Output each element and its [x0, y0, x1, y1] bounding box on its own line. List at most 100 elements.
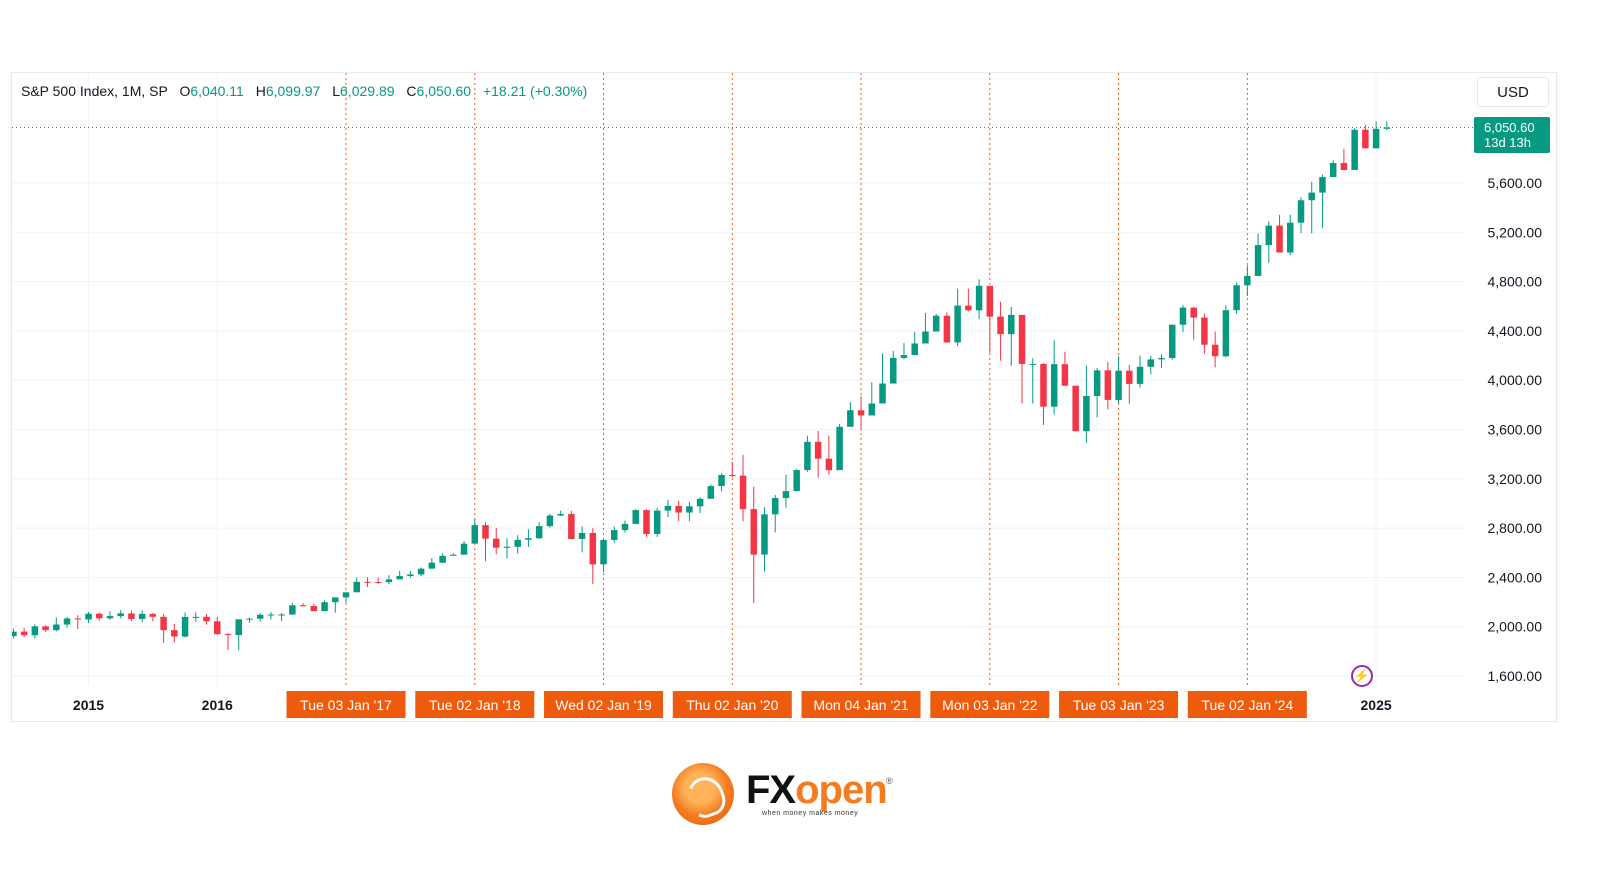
candle-up [353, 581, 360, 593]
candle-up [278, 614, 285, 616]
candle-up [503, 546, 511, 548]
open-value: 6,040.11 [190, 83, 244, 99]
candle-down [492, 538, 500, 548]
candle-up [525, 538, 532, 540]
candle-up [1372, 128, 1380, 149]
candle-up [535, 526, 543, 539]
candle-down [224, 634, 232, 636]
bull-logo-icon [672, 763, 734, 825]
candle-up [1115, 370, 1122, 400]
candle-up [707, 486, 715, 499]
candlestick-chart[interactable]: 1,600.00 2,000.00 2,400.00 2,800.00 3,200.00… [12, 73, 1558, 723]
candle-up [932, 315, 940, 332]
x-tick-label: Wed 02 Jan '19 [555, 697, 652, 713]
bar-countdown: 13d 13h [1484, 135, 1531, 150]
candle-down [965, 305, 972, 311]
date-marker-badge [672, 691, 792, 718]
candle-down [149, 613, 157, 617]
candle-up [407, 574, 414, 577]
date-marker-badge [286, 691, 406, 718]
candle-down [482, 525, 489, 539]
candle-up [342, 592, 350, 598]
close-label: C [406, 83, 417, 99]
candle-up [653, 510, 661, 535]
candle-up [761, 514, 768, 555]
candle-up [106, 616, 114, 619]
currency-button[interactable]: USD [1477, 77, 1549, 107]
candle-up [12, 631, 17, 637]
y-tick-label: 2,400.00 [1488, 569, 1543, 585]
candle-up [557, 514, 564, 516]
candle-up [1297, 200, 1305, 223]
date-marker-badge [415, 691, 535, 718]
candle-up [900, 355, 908, 358]
candle-up [1050, 364, 1058, 407]
candle-up [793, 470, 800, 492]
candle-down [171, 630, 178, 637]
candle-up [85, 613, 92, 620]
x-tick-label: Tue 02 Jan '18 [429, 697, 521, 713]
candle-down [1126, 370, 1133, 384]
symbol-label[interactable]: S&P 500 Index, 1M, SP [21, 83, 168, 99]
registered-mark: ® [886, 776, 893, 786]
candle-down [160, 616, 167, 631]
candle-down [299, 605, 307, 607]
candle-down [1104, 370, 1112, 400]
candle-down [1018, 314, 1026, 364]
y-tick-label: 4,400.00 [1488, 323, 1543, 339]
candle-up [460, 543, 468, 555]
candle-up [1383, 127, 1391, 129]
candle-up [117, 613, 124, 617]
x-tick-label: Tue 03 Jan '17 [300, 697, 392, 713]
x-tick-label: Mon 03 Jan '22 [942, 697, 1038, 713]
ohlc-legend: S&P 500 Index, 1M, SP O6,040.11 H6,099.9… [21, 83, 587, 99]
candle-up [664, 505, 672, 511]
candle-down [986, 285, 994, 317]
candle-up [417, 568, 425, 575]
candle-up [385, 579, 393, 583]
candle-down [1190, 307, 1197, 318]
high-value: 6,099.97 [265, 83, 321, 99]
candle-down [814, 441, 822, 459]
last-price-tag: 6,050.60 13d 13h [1474, 117, 1550, 153]
y-tick-label: 4,800.00 [1488, 274, 1543, 290]
candle-up [1168, 324, 1176, 359]
candle-up [53, 624, 60, 631]
candle-down [643, 510, 650, 535]
brand-fx: FX [746, 768, 796, 812]
candle-down [1201, 317, 1208, 345]
candle-down [750, 509, 758, 555]
date-marker-badge [1059, 691, 1179, 718]
candle-down [364, 581, 371, 583]
candle-down [675, 505, 682, 513]
x-tick-label: Tue 02 Jan '24 [1202, 697, 1294, 713]
candle-down [374, 581, 382, 583]
candle-down [310, 605, 318, 612]
x-tick-label: Mon 04 Jan '21 [813, 697, 909, 713]
candle-up [1287, 222, 1294, 253]
candle-down [997, 316, 1004, 335]
candle-up [138, 613, 146, 619]
candle-up [1265, 225, 1273, 246]
candle-up [256, 614, 264, 619]
candle-down [589, 533, 597, 565]
candle-up [975, 285, 983, 311]
candle-down [729, 474, 736, 476]
candle-down [128, 613, 135, 619]
candle-up [289, 605, 296, 615]
candle-up [1351, 129, 1358, 171]
candle-up [1093, 370, 1101, 396]
candle-up [1179, 307, 1187, 325]
candle-down [568, 514, 575, 539]
candle-up [954, 305, 961, 343]
candle-up [1329, 163, 1337, 178]
candle-down [1362, 129, 1369, 149]
date-marker-badge [801, 691, 921, 718]
candle-down [20, 631, 28, 636]
brand-name: FXopen [746, 768, 888, 813]
candle-up [31, 626, 39, 636]
x-tick-label: 2016 [202, 697, 233, 713]
brand-open: open [795, 768, 888, 812]
lightning-icon[interactable]: ⚡ [1351, 665, 1373, 687]
x-tick-label: 2025 [1361, 697, 1392, 713]
